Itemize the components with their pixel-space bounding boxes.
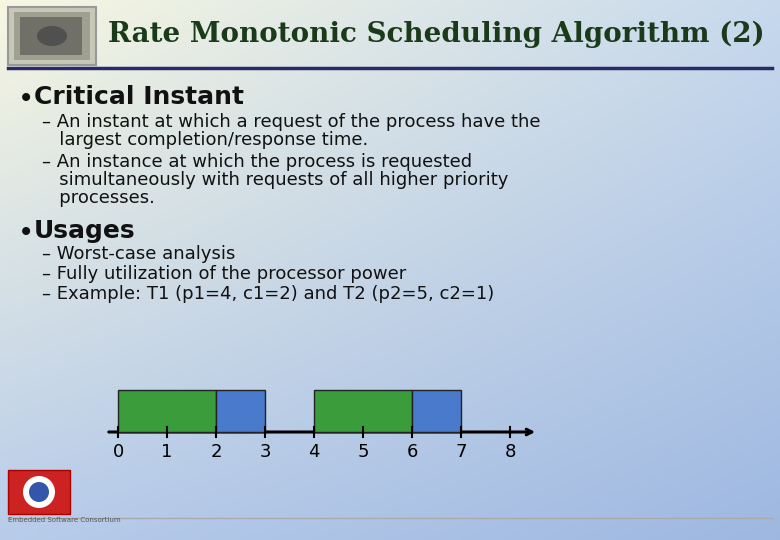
Bar [314, 390, 412, 432]
Text: 1: 1 [161, 443, 172, 461]
Text: •: • [18, 219, 34, 247]
Bar [14, 12, 90, 60]
Text: – Fully utilization of the processor power: – Fully utilization of the processor pow… [42, 265, 406, 283]
Bar [412, 390, 461, 432]
Text: – An instant at which a request of the process have the: – An instant at which a request of the p… [42, 113, 541, 131]
Text: processes.: processes. [42, 189, 155, 207]
Text: 0: 0 [112, 443, 123, 461]
Text: 4: 4 [308, 443, 320, 461]
Text: – Worst-case analysis: – Worst-case analysis [42, 245, 236, 263]
Text: Usages: Usages [34, 219, 136, 243]
Text: – Example: T1 (p1=4, c1=2) and T2 (p2=5, c2=1): – Example: T1 (p1=4, c1=2) and T2 (p2=5,… [42, 285, 495, 303]
Bar [118, 390, 216, 432]
Text: 3: 3 [259, 443, 271, 461]
Text: Embedded Software Consortium: Embedded Software Consortium [8, 517, 121, 523]
Text: 8: 8 [505, 443, 516, 461]
Bar [8, 470, 70, 514]
Text: 5: 5 [357, 443, 369, 461]
Bar [8, 7, 96, 65]
Text: 2: 2 [211, 443, 222, 461]
Bar [216, 390, 265, 432]
Text: Rate Monotonic Scheduling Algorithm (2): Rate Monotonic Scheduling Algorithm (2) [108, 21, 764, 48]
Text: largest completion/response time.: largest completion/response time. [42, 131, 368, 149]
Text: 7: 7 [456, 443, 466, 461]
Text: 6: 6 [406, 443, 417, 461]
Ellipse shape [37, 26, 67, 46]
Text: •: • [18, 85, 34, 113]
Text: simultaneously with requests of all higher priority: simultaneously with requests of all high… [42, 171, 509, 189]
Circle shape [29, 482, 49, 502]
Circle shape [23, 476, 55, 508]
Text: Critical Instant: Critical Instant [34, 85, 244, 109]
Bar [20, 17, 82, 55]
Text: – An instance at which the process is requested: – An instance at which the process is re… [42, 153, 472, 171]
